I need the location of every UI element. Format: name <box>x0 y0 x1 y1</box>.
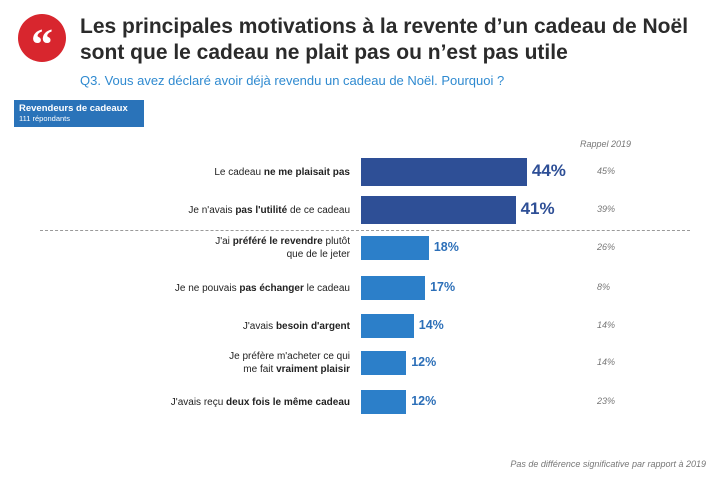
bar <box>361 236 429 260</box>
previous-value-label: 39% <box>597 204 616 214</box>
category-label: Je préfère m'acheter ce qui me fait vraim… <box>229 351 350 375</box>
bar <box>361 158 527 186</box>
value-label: 14% <box>418 318 444 332</box>
previous-value-label: 26% <box>597 242 616 252</box>
value-label: 41% <box>520 199 555 218</box>
bar <box>361 276 426 300</box>
value-label: 44% <box>531 161 566 180</box>
previous-value-label: 8% <box>597 282 611 292</box>
sample-count: 111 répondants <box>19 114 71 123</box>
category-label: Je n'avais pas l'utilité de ce cadeau <box>188 204 350 216</box>
page-title: Les principales motivations à la revente… <box>80 15 689 64</box>
value-label: 17% <box>430 280 456 294</box>
bar <box>361 351 407 375</box>
category-label: J'avais besoin d'argent <box>242 320 350 332</box>
value-label: 18% <box>433 240 459 254</box>
bar <box>361 196 516 224</box>
previous-value-label: 14% <box>597 357 616 367</box>
value-label: 12% <box>411 394 437 408</box>
category-label: Je ne pouvais pas échanger le cadeau <box>174 282 350 294</box>
previous-value-label: 14% <box>597 320 616 330</box>
bar <box>361 390 407 414</box>
previous-value-label: 45% <box>597 166 616 176</box>
bar <box>361 314 414 338</box>
comparison-header: Rappel 2019 <box>580 139 632 149</box>
previous-value-label: 23% <box>597 396 616 406</box>
sample-label: Revendeurs de cadeaux <box>19 103 128 114</box>
category-label: Le cadeau ne me plaisait pas <box>214 166 350 178</box>
question-subtitle: Q3. Vous avez déclaré avoir déjà revendu… <box>80 73 505 88</box>
value-label: 12% <box>411 355 437 369</box>
sample-badge: Revendeurs de cadeaux 111 répondants <box>14 100 144 127</box>
group-divider <box>40 230 690 231</box>
category-label: J'avais reçu deux fois le même cadeau <box>170 396 350 408</box>
category-label: J'ai préféré le revendre plutôt que de le… <box>215 236 350 260</box>
footnote: Pas de différence significative par rapp… <box>510 459 706 469</box>
quote-icon: “ <box>18 14 66 67</box>
